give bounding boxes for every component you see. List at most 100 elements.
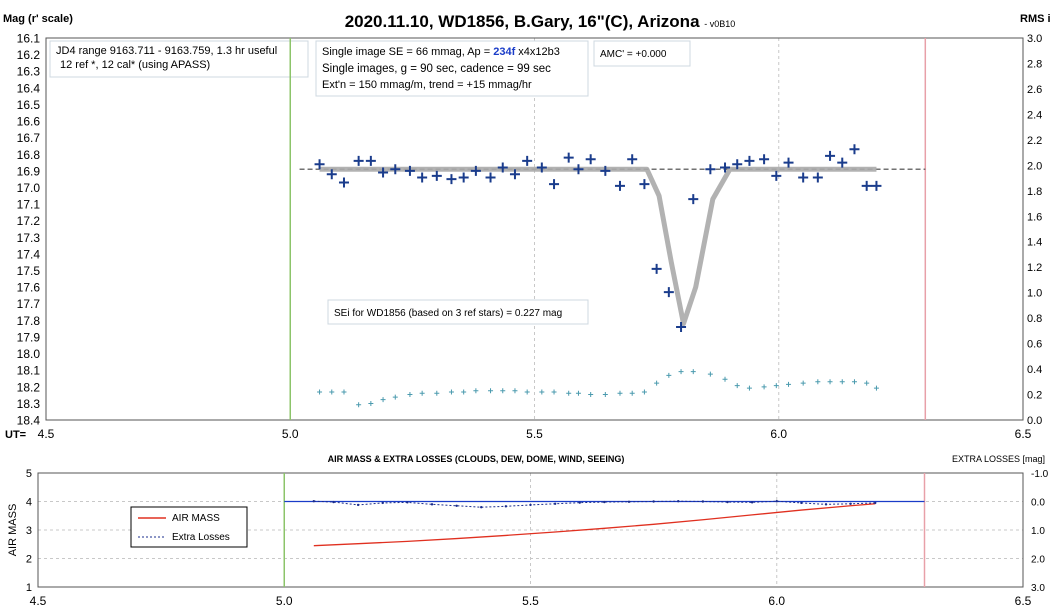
transit-model-line: [319, 166, 877, 327]
rms-data-point: [500, 388, 506, 394]
top-y2-tick-label: 2.4: [1027, 109, 1042, 121]
rms-data-point: [368, 400, 374, 406]
bottom-x-tick-label: 5.5: [522, 594, 539, 608]
rms-data-point: [864, 380, 870, 386]
top-y2-tick-label: 2.0: [1027, 160, 1042, 172]
rms-data-point: [524, 389, 530, 395]
extra-losses-point: [849, 502, 852, 505]
top-x-tick-label: 5.0: [282, 427, 299, 441]
magnitude-data-point: [431, 170, 442, 181]
bottom-y-tick-label: 5: [26, 468, 32, 480]
magnitude-data-point: [522, 155, 533, 166]
top-x-tick-label: 6.0: [770, 427, 787, 441]
magnitude-data-point: [676, 321, 687, 332]
top-y-tick-label: 18.2: [17, 380, 41, 394]
top-y-tick-label: 17.9: [17, 330, 41, 344]
top-plot-frame: [45, 37, 1024, 421]
top-x-tick-label: 6.5: [1015, 427, 1032, 441]
legend-extra-losses-label: Extra Losses: [172, 532, 230, 543]
top-y2-tick-label: 0.8: [1027, 313, 1042, 325]
bottom-y2-tick-label: 3.0: [1031, 583, 1045, 594]
extra-losses-point: [603, 500, 606, 504]
rms-data-point: [448, 389, 454, 395]
rms-data-point: [800, 380, 806, 386]
top-y-tick-label: 17.2: [17, 214, 41, 228]
y-axis-label: Mag (r' scale): [3, 13, 73, 25]
top-y-tick-label: 17.1: [17, 198, 41, 212]
magnitude-data-point: [485, 172, 496, 183]
magnitude-data-point: [783, 157, 794, 168]
rms-data-point: [566, 390, 572, 396]
single-image-se-text: Single image SE = 66 mmag, Ap = 234f x4x…: [322, 46, 560, 58]
magnitude-data-point: [458, 172, 469, 183]
top-y2-tick-label: 0.0: [1027, 415, 1042, 427]
airmass-line: [313, 503, 876, 547]
rms-data-point: [341, 389, 347, 395]
rms-data-point: [473, 388, 479, 394]
extra-losses-point: [406, 501, 409, 504]
extra-losses-point: [312, 500, 315, 503]
extra-losses-point: [750, 501, 754, 504]
magnitude-data-point: [404, 165, 415, 176]
top-y-tick-label: 16.8: [17, 148, 41, 162]
extra-losses-point: [627, 500, 631, 503]
sei-text: SEi for WD1856 (based on 3 ref stars) = …: [334, 308, 562, 319]
top-y2-tick-label: 1.8: [1027, 186, 1042, 198]
top-y-tick-label: 16.1: [17, 32, 41, 46]
image-stats-note: Single image SE = 66 mmag, Ap = 234f x4x…: [315, 40, 589, 97]
rms-data-point: [419, 390, 425, 396]
top-y-tick-label: 16.2: [17, 48, 41, 62]
magnitude-data-point: [497, 162, 508, 173]
rms-data-point: [734, 383, 740, 389]
extra-losses-point: [726, 500, 729, 504]
x-axis-label: UT=: [5, 429, 26, 441]
exposure-text: Single images, g = 90 sec, cadence = 99 …: [322, 63, 551, 75]
amc-note: AMC' = +0.000: [593, 40, 691, 67]
magnitude-data-point: [549, 179, 560, 190]
rms-data-point: [461, 389, 467, 395]
magnitude-data-point: [365, 155, 376, 166]
rms-data-point: [815, 379, 821, 385]
top-y-tick-label: 18.4: [17, 414, 41, 428]
top-y-tick-label: 16.4: [17, 81, 41, 95]
magnitude-data-point: [378, 167, 389, 178]
rms-data-point: [434, 390, 440, 396]
top-y2-tick-label: 1.6: [1027, 211, 1042, 223]
magnitude-data-point: [446, 174, 457, 185]
extra-losses-point: [504, 505, 508, 508]
jd-range-note: JD4 range 9163.711 - 9163.759, 1.3 hr us…: [49, 40, 309, 78]
magnitude-data-point: [509, 169, 520, 180]
rms-data-point: [392, 394, 398, 400]
rms-data-point: [380, 397, 386, 403]
bottom-y2-tick-label: 1.0: [1031, 526, 1045, 537]
rms-data-point: [773, 383, 779, 389]
top-y-tick-label: 16.7: [17, 131, 41, 145]
top-y-tick-label: 18.3: [17, 397, 41, 411]
extra-losses-point: [874, 501, 877, 505]
bottom-y2-axis-label: EXTRA LOSSES [mag]: [952, 454, 1045, 464]
top-y-tick-label: 17.0: [17, 181, 41, 195]
top-y-tick-label: 17.8: [17, 314, 41, 328]
extra-losses-point: [824, 503, 828, 506]
top-y-tick-label: 17.7: [17, 297, 41, 311]
magnitude-data-point: [585, 154, 596, 165]
top-y-tick-label: 16.6: [17, 115, 41, 129]
rms-data-point: [488, 388, 494, 394]
magnitude-data-point: [651, 263, 662, 274]
rms-data-point: [551, 389, 557, 395]
jd-range-text: JD4 range 9163.711 - 9163.759, 1.3 hr us…: [56, 45, 277, 57]
chart-title: 2020.11.10, WD1856, B.Gary, 16"(C), Ariz…: [345, 12, 736, 31]
magnitude-data-point: [390, 164, 401, 175]
magnitude-data-point: [720, 162, 731, 173]
magnitude-data-point: [688, 194, 699, 205]
amc-text: AMC' = +0.000: [600, 49, 667, 60]
rms-data-point: [539, 389, 545, 395]
magnitude-data-point: [663, 287, 674, 298]
extra-losses-point: [652, 500, 655, 503]
rms-data-point: [666, 372, 672, 378]
rms-data-point: [851, 379, 857, 385]
magnitude-data-point: [353, 155, 364, 166]
rms-data-point: [690, 369, 696, 375]
bottom-y2-tick-label: -1.0: [1031, 469, 1049, 480]
